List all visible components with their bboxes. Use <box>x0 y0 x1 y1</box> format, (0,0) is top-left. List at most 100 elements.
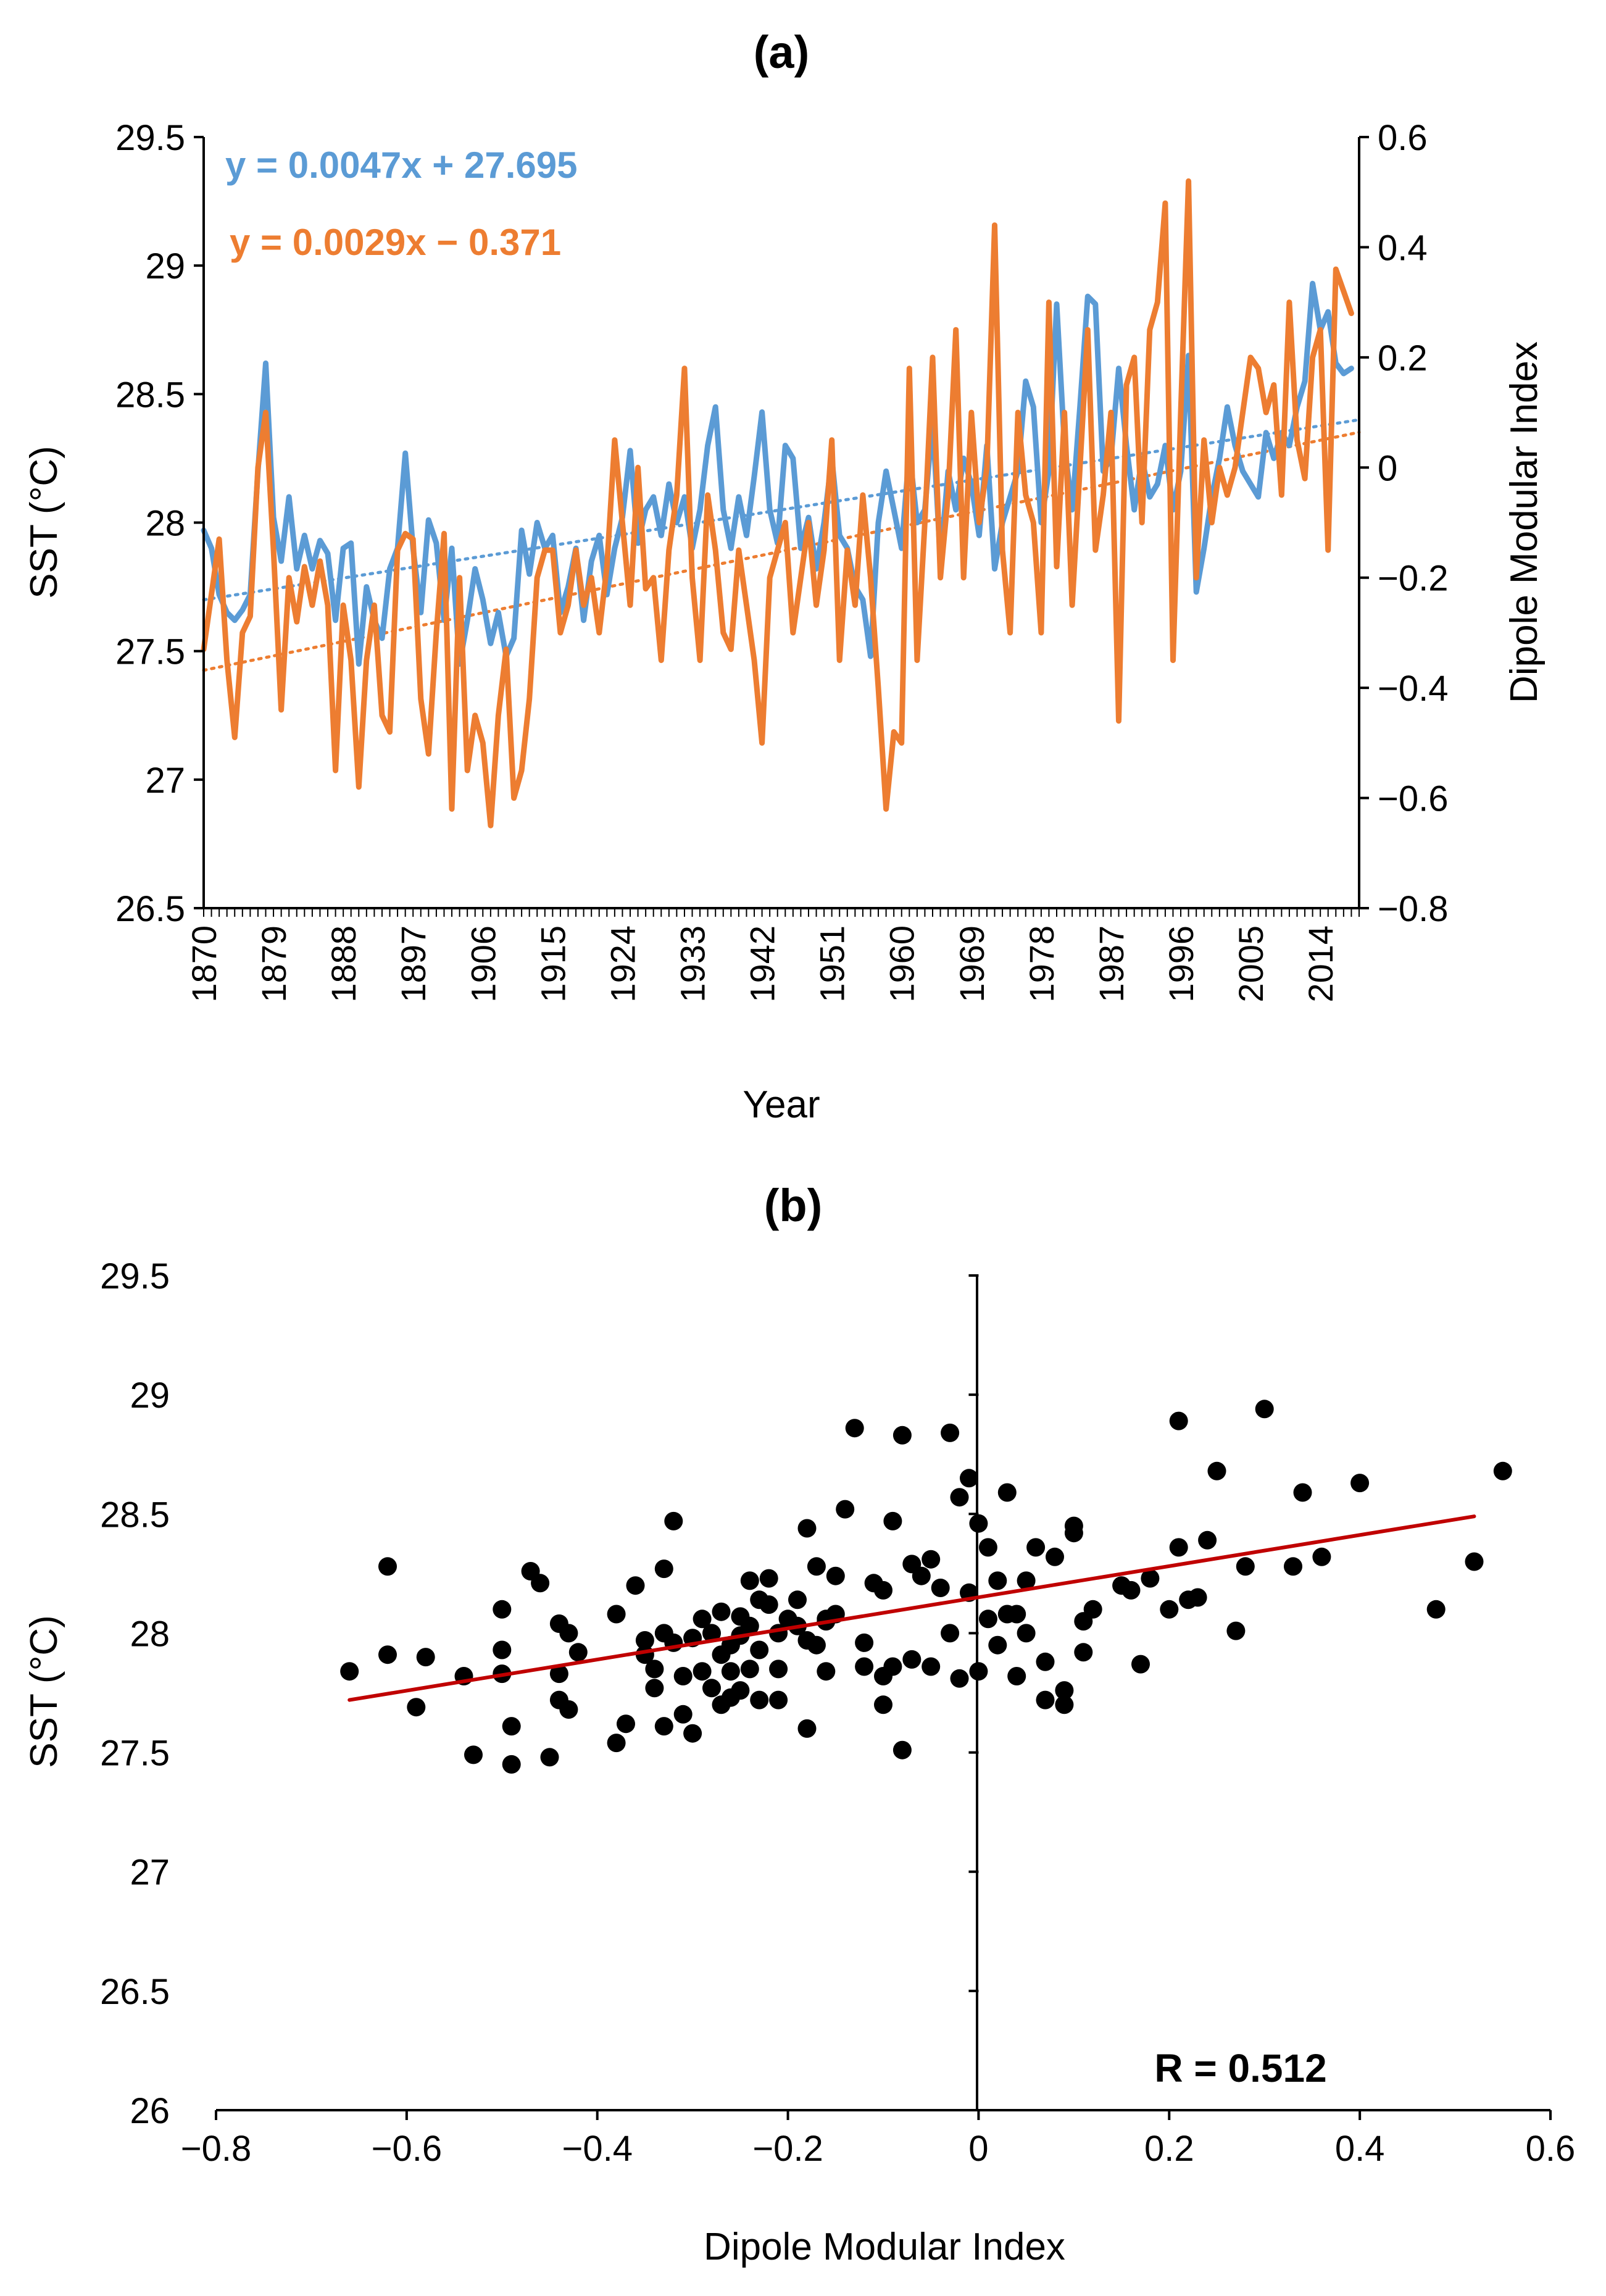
scatter-point <box>769 1690 788 1709</box>
scatter-point <box>607 1605 626 1624</box>
scatter-point <box>1121 1580 1141 1600</box>
scatter-point <box>1426 1600 1446 1619</box>
y-right-tick-label: 0.6 <box>1378 118 1428 158</box>
scatter-point <box>960 1469 978 1488</box>
scatter-point <box>941 1624 960 1643</box>
y-right-tick-label: −0.8 <box>1378 889 1449 929</box>
scatter-point <box>1255 1400 1274 1419</box>
scatter-point <box>549 1664 568 1684</box>
scatter-point <box>969 1662 988 1681</box>
scatter-point <box>378 1557 397 1576</box>
scatter-point <box>731 1681 750 1700</box>
scatter-point <box>740 1616 759 1635</box>
x-tick-label: 1960 <box>883 925 922 1003</box>
x-tick-label: 1942 <box>743 925 782 1003</box>
scatter-point <box>950 1669 969 1688</box>
scatter-point <box>702 1624 721 1643</box>
x-tick-label: 1906 <box>464 925 502 1003</box>
x-tick-label: 1924 <box>603 925 642 1003</box>
scatter-point <box>1055 1681 1074 1700</box>
scatter-point <box>1046 1547 1064 1566</box>
scatter-point <box>797 1719 817 1738</box>
scatter-point <box>464 1745 483 1764</box>
scatter-point <box>988 1571 1007 1590</box>
panel-b-scatter-chart: (b) −0.8 −0.6 −0.4 −0.2 0 0.2 0.4 0.6 2626.5272… <box>23 1180 1575 2268</box>
scatter-point <box>1493 1461 1512 1480</box>
y-left-tick-label: 26.5 <box>115 889 185 929</box>
scatter-point <box>540 1748 559 1767</box>
scatter-point <box>654 1717 673 1736</box>
scatter-point <box>1131 1655 1150 1674</box>
scatter-point <box>721 1662 740 1681</box>
x-tick-label: 1870 <box>185 925 223 1003</box>
scatter-point <box>836 1500 855 1519</box>
scatter-point <box>493 1600 512 1619</box>
scatter-point <box>673 1705 693 1724</box>
scatter-point <box>645 1659 664 1679</box>
scatter-point <box>664 1511 683 1530</box>
scatter-point <box>969 1514 988 1533</box>
scatter-point <box>1055 1695 1074 1714</box>
panel-b-title: (b) <box>764 1180 823 1231</box>
scatter-point <box>750 1690 769 1709</box>
x-tick-label: 1951 <box>813 925 852 1003</box>
scatter-point <box>693 1662 712 1681</box>
regression-line <box>347 1514 1476 1702</box>
scatter-point <box>1284 1557 1302 1576</box>
scatter-point <box>922 1657 941 1676</box>
scatter-point <box>493 1640 512 1659</box>
scatter-point <box>1188 1588 1207 1607</box>
scatter-point <box>855 1657 874 1676</box>
y-right-tick-label: 0.4 <box>1378 228 1428 268</box>
y-tick-label: 27 <box>130 1853 170 1893</box>
scatter-point <box>673 1667 693 1685</box>
scatter-point <box>740 1659 759 1679</box>
scatter-point <box>1017 1624 1036 1643</box>
scatter-point <box>1293 1483 1312 1502</box>
scatter-point <box>1226 1621 1246 1640</box>
y-left-tick-label: 28.5 <box>115 375 185 415</box>
x-tick-label: 1897 <box>394 925 433 1003</box>
scatter-point <box>502 1717 521 1736</box>
x-tick-label: 1996 <box>1162 925 1200 1003</box>
scatter-point <box>1169 1538 1188 1557</box>
scatter-point <box>1236 1557 1255 1576</box>
y-tick-label: 28 <box>130 1614 170 1654</box>
scatter-point <box>1083 1600 1102 1619</box>
scatter-point <box>568 1643 588 1662</box>
y-left-tick-label: 29 <box>145 246 185 286</box>
x-tick-label: 1933 <box>673 925 712 1003</box>
panel-a-ylabel-right: Dipole Modular Index <box>1503 341 1546 703</box>
scatter-point <box>1007 1605 1026 1624</box>
panel-a-right-ticks: −0.8 −0.6 −0.4 −0.2 0 0.2 0.4 0.6 <box>1359 118 1449 929</box>
x-tick-label: 2014 <box>1301 925 1340 1003</box>
scatter-point <box>941 1423 960 1442</box>
scatter-point <box>874 1695 892 1714</box>
scatter-point <box>1198 1530 1217 1550</box>
x-tick-label: 2005 <box>1231 925 1270 1003</box>
scatter-point <box>988 1635 1007 1655</box>
scatter-point <box>531 1574 550 1593</box>
panel-a-xlabel: Year <box>743 1083 820 1126</box>
scatter-point <box>769 1659 788 1679</box>
x-tick-label: 1987 <box>1092 925 1131 1003</box>
scatter-point <box>1017 1571 1036 1590</box>
x-tick-label: 0 <box>968 2129 988 2169</box>
panel-a-trend-eq-sst: y = 0.0047x + 27.695 <box>225 144 578 186</box>
y-tick-label: 26.5 <box>100 1972 170 2012</box>
y-right-tick-label: 0 <box>1378 448 1397 488</box>
scatter-point <box>654 1559 673 1579</box>
scatter-point <box>922 1550 941 1569</box>
scatter-point <box>1036 1690 1055 1709</box>
y-tick-label: 28.5 <box>100 1495 170 1535</box>
x-tick-label: 0.2 <box>1144 2129 1194 2169</box>
x-tick-label: 0.6 <box>1526 2129 1576 2169</box>
panel-b-x-ticks: −0.8 −0.6 −0.4 −0.2 0 0.2 0.4 0.6 <box>181 2110 1576 2169</box>
scatter-point <box>635 1631 654 1650</box>
panel-b-ylabel: SST (°C) <box>23 1615 65 1768</box>
panel-b-r-annotation: R = 0.512 <box>1154 2046 1326 2090</box>
scatter-point <box>978 1609 997 1629</box>
scatter-point <box>702 1679 721 1698</box>
